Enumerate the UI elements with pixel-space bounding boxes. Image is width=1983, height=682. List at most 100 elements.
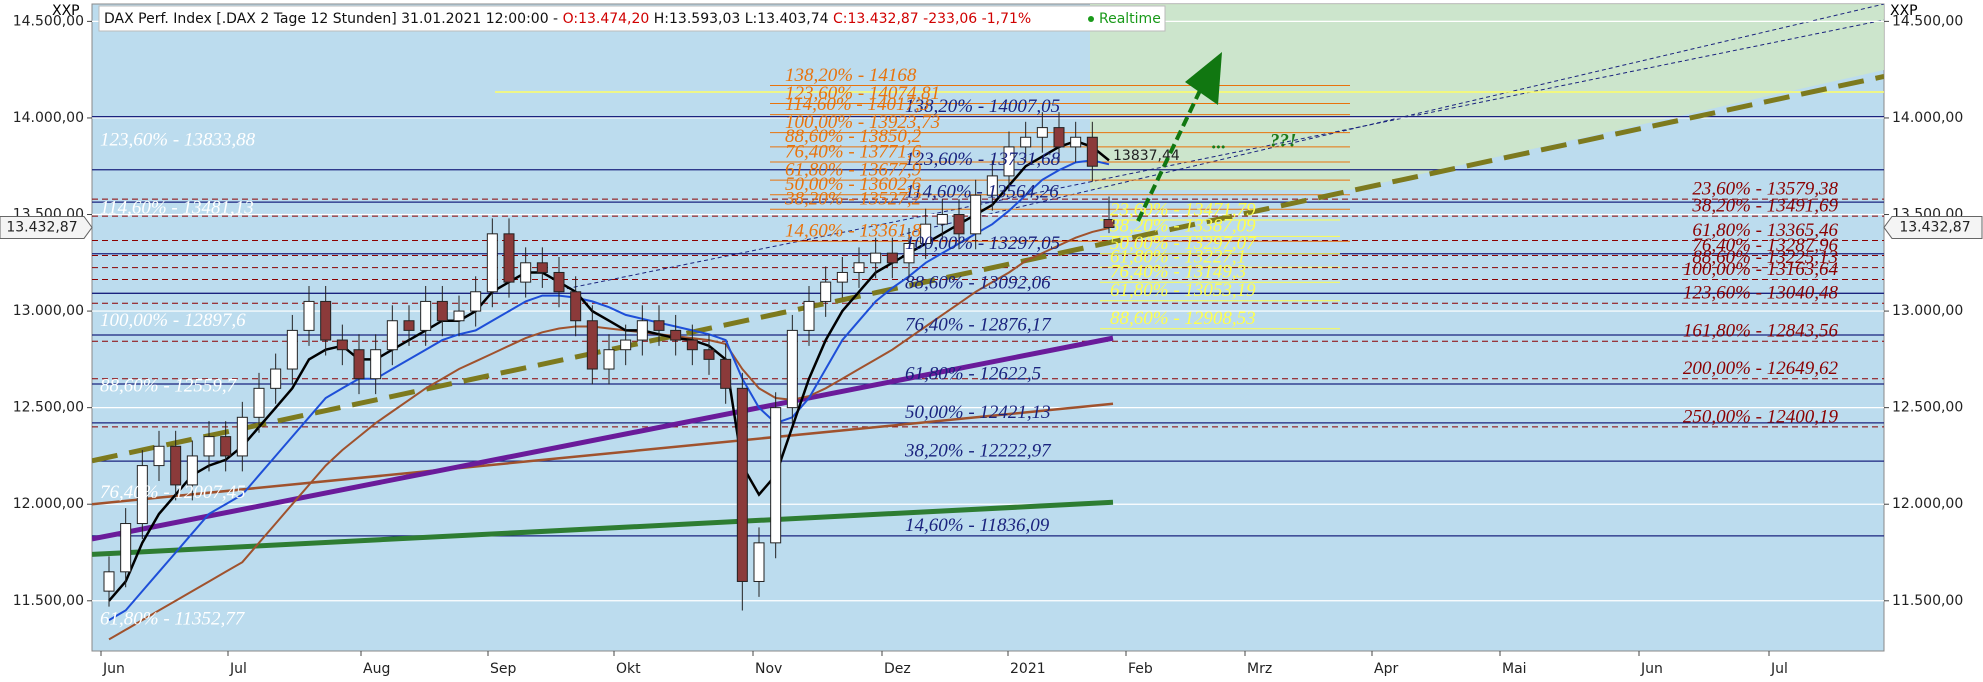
candle-body (670, 329, 682, 341)
candle-body (653, 320, 665, 331)
candle-body (336, 339, 348, 351)
x-tick-label: Jul (229, 661, 247, 677)
candle-body (120, 523, 132, 573)
candle-body (220, 436, 232, 457)
annotation: 13837,44 (1113, 148, 1180, 164)
header-high: H:13.593,03 (654, 11, 741, 27)
trendline (92, 335, 1114, 542)
header: DAX Perf. Index [.DAX 2 Tage 12 Stunden]… (104, 11, 1031, 27)
y-tick-label: 11.500,00 (13, 593, 84, 609)
candle-body (970, 194, 982, 235)
header-box (98, 5, 1166, 32)
header-change: -233,06 (923, 11, 977, 27)
fib-label: 76,40% - 13771,6 (785, 141, 922, 162)
candle-body (803, 300, 815, 331)
candle-body (1003, 146, 1015, 177)
y-tick-label: 11.500,00 (1892, 593, 1963, 609)
channel-line (559, 19, 1884, 291)
arrow-head (1185, 52, 1222, 105)
x-tick-label: Aug (363, 661, 390, 677)
candle-body (586, 320, 598, 370)
candle-body (820, 281, 832, 302)
fib-label: 138,20% - 14007,05 (905, 96, 1060, 117)
candle-body (1103, 218, 1115, 228)
candle-body (686, 339, 698, 351)
fib-label: 88,60% - 13225,13 (1692, 247, 1838, 268)
candle-body (486, 233, 498, 293)
fib-label: 138,20% - 14168 (785, 65, 917, 86)
fib-label: 114,60% - 13481,13 (100, 198, 254, 219)
header-open: O:13.474,20 (563, 11, 650, 27)
candle-body (753, 542, 765, 582)
candle-body (1053, 127, 1065, 148)
candle-body (886, 252, 898, 264)
fib-label: 14,60% - 11836,09 (905, 515, 1050, 536)
fib-label: 76,40% - 13287,96 (1692, 235, 1838, 256)
fib-label: 76,40% - 12876,17 (905, 314, 1052, 335)
trendline (92, 402, 1114, 506)
header-change-pct: -1,71% (982, 11, 1032, 27)
candle-body (853, 262, 865, 273)
fib-label: 100,00% - 12897,6 (100, 310, 246, 331)
candle-body (1020, 136, 1032, 148)
candle-body (903, 242, 915, 264)
fib-label: 38,20% - 12222,97 (904, 441, 1052, 462)
x-tick-label: Dez (884, 661, 911, 677)
candle-body (370, 349, 382, 380)
candle-body (436, 300, 448, 322)
candle-body (353, 349, 365, 380)
candle-body (636, 320, 648, 341)
header-low: L:13.403,74 (745, 11, 829, 27)
fib-label: 200,00% - 12649,62 (1683, 358, 1839, 379)
fib-label: 100,00% - 13297,05 (905, 233, 1060, 254)
y-tick-label: 14.500,00 (1892, 13, 1963, 29)
fib-label: 100,00% - 13923,73 (785, 112, 940, 133)
y-tick-label: 14.000,00 (1892, 110, 1963, 126)
fib-label: 123,60% - 13833,88 (100, 129, 256, 150)
x-tick-label: Mrz (1247, 661, 1272, 677)
fib-label: 250,00% - 12400,19 (1683, 406, 1839, 427)
fib-label: 123,60% - 13040,48 (1683, 283, 1839, 304)
channel-line (899, 4, 1884, 236)
candle-body (386, 320, 398, 351)
status-dot (1088, 16, 1094, 22)
x-tick-label: Apr (1374, 661, 1398, 677)
fib-label: 114,60% - 14017,3 (785, 94, 929, 115)
candle-body (203, 436, 215, 457)
fib-label: 38,20% - 13491,69 (1691, 195, 1838, 216)
candle-body (603, 349, 615, 370)
candle-body (270, 368, 282, 389)
fib-label: 14,60% - 13361,8 (785, 221, 922, 242)
price-tag (0, 215, 93, 239)
trendline (92, 499, 1114, 557)
fib-label: 50,00% - 13602,6 (785, 174, 922, 195)
candle-body (703, 349, 715, 360)
candle-body (953, 214, 965, 235)
x-tick-label: Okt (616, 661, 641, 677)
plot: 138,20% - 14480,6123,60% - 13833,88114,6… (92, 4, 1884, 641)
header-title: DAX Perf. Index [.DAX 2 Tage 12 Stunden]… (104, 11, 558, 27)
axis-code: XXP (1890, 3, 1918, 19)
y-tick-label: 14.500,00 (13, 13, 84, 29)
fib-label: 88,60% - 13850,2 (785, 126, 922, 147)
fib-label: 61,80% - 13053,19 (1110, 280, 1256, 301)
candle-body (136, 465, 148, 525)
candle-body (420, 300, 432, 331)
fib-label: 123,60% - 14074,81 (785, 83, 940, 104)
candle-body (403, 320, 415, 331)
y-tick-label: 14.000,00 (13, 110, 84, 126)
candle-body (536, 262, 548, 273)
candle-body (1070, 136, 1082, 148)
x-tick-label: Jun (1640, 661, 1663, 677)
candle-body (620, 339, 632, 351)
candle-body (720, 358, 732, 389)
trendline (92, 73, 1884, 464)
candle-body (186, 455, 198, 486)
y-tick-label: 13.000,00 (1892, 303, 1963, 319)
arrow (1136, 79, 1207, 222)
header-status: Realtime (1099, 11, 1161, 27)
candle-body (153, 445, 165, 467)
y-tick-label: 13.000,00 (13, 303, 84, 319)
